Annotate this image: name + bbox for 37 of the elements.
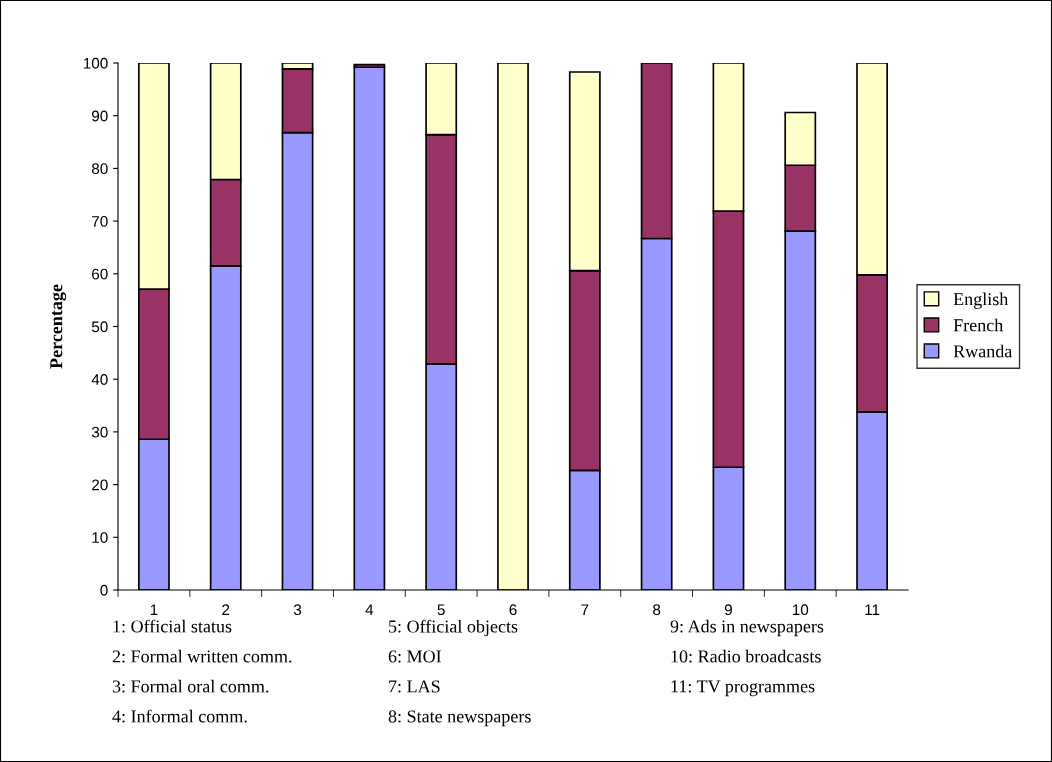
x-tick-label: 11: [865, 604, 880, 615]
y-tick-label: 0: [100, 584, 108, 596]
text: 6: MOI: [388, 650, 442, 663]
text: 8: State newspapers: [388, 710, 531, 727]
text: 2: Formal written comm.: [112, 649, 292, 663]
x-tick-label: 9: [724, 604, 732, 616]
text: 3: Formal oral comm.: [112, 679, 269, 693]
text: 9: Ads in newspapers: [670, 619, 824, 637]
x-tick-label: 7: [581, 604, 589, 615]
y-tick-label: 60: [92, 268, 108, 280]
text: 11: TV programmes: [671, 680, 815, 697]
text: 7: LAS: [389, 680, 440, 693]
x-tick-label: 10: [792, 604, 809, 616]
x-tick-label: 6: [509, 604, 517, 616]
x-tick-label: 8: [653, 604, 661, 616]
x-tick-label: 2: [222, 604, 230, 615]
text: 5: Official objects: [389, 619, 518, 637]
y-tick-label: 80: [91, 163, 108, 175]
y-tick-label: 90: [92, 110, 108, 122]
x-tick-label: 4: [365, 604, 374, 615]
y-tick-label: 100: [83, 57, 108, 69]
y-tick-label: 50: [91, 321, 108, 333]
x-tick-label: 5: [437, 604, 445, 616]
text: 10: Radio broadcasts: [671, 649, 821, 663]
legend-label: French: [953, 318, 1004, 332]
y-tick-label: 40: [91, 374, 108, 385]
x-tick-label: 1: [150, 604, 158, 615]
y-tick-label: 30: [91, 426, 108, 438]
y-axis-title: Percentage: [50, 284, 67, 369]
text: 4: Informal comm.: [112, 709, 247, 723]
y-tick-label: 20: [92, 479, 108, 491]
y-tick-label: 70: [92, 215, 108, 227]
y-tick-label: 10: [92, 532, 108, 543]
x-tick-label: 3: [293, 604, 302, 616]
legend-label: Rwanda: [953, 344, 1013, 358]
text: 1: Official status: [113, 619, 232, 633]
legend-label: English: [953, 292, 1009, 309]
